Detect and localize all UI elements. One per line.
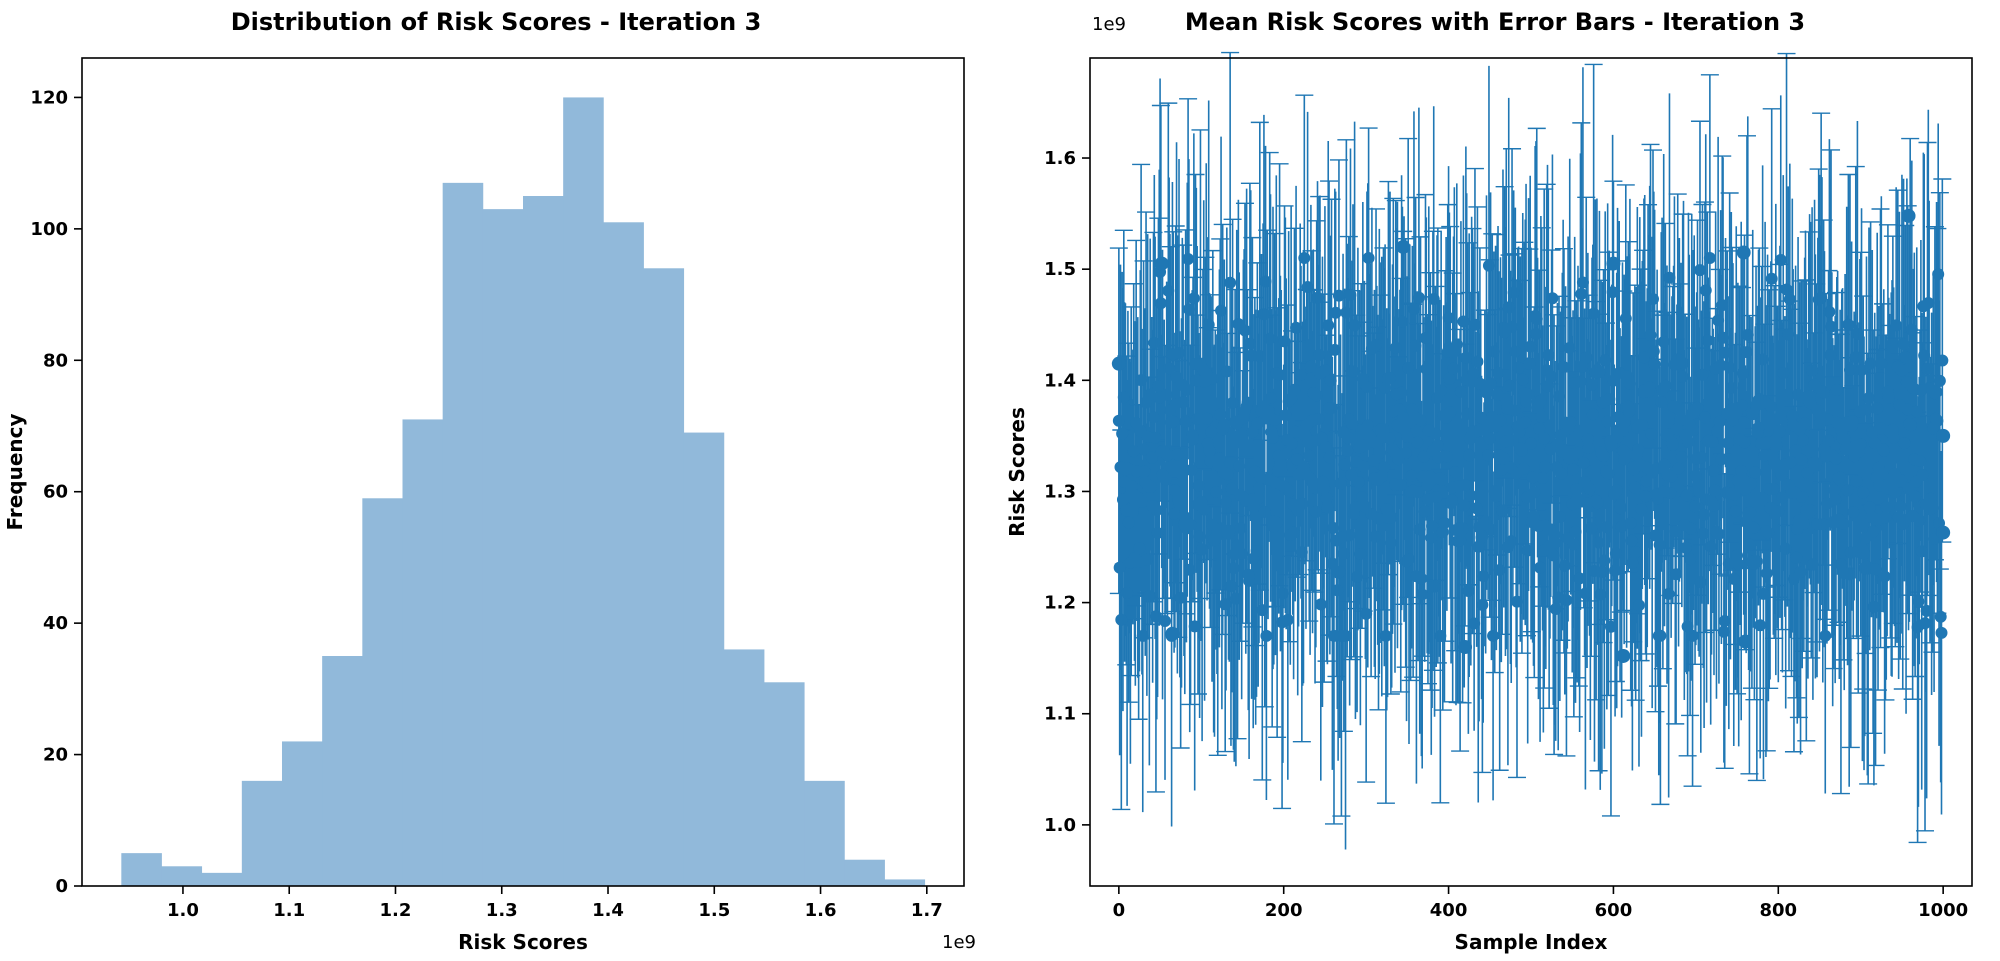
mean-point	[1616, 648, 1631, 663]
histogram-bar	[844, 859, 885, 886]
y-tick-label: 1.4	[1044, 370, 1076, 391]
histogram-title: Distribution of Risk Scores - Iteration …	[231, 8, 762, 36]
x-tick-label: 1.6	[805, 900, 837, 921]
errorbar-plot-area	[1109, 51, 1952, 850]
histogram-bar	[723, 649, 765, 886]
y-tick-label: 20	[43, 745, 68, 766]
x-tick-label: 800	[1760, 900, 1798, 921]
histogram-y-ticks: 0 20 40 60 80 100 120	[30, 87, 82, 897]
errorbar-y-label: Risk Scores	[1005, 407, 1029, 537]
x-tick-label: 1.5	[698, 900, 730, 921]
histogram-bar	[884, 879, 926, 886]
errorbar-y-ticks: 1.0 1.1 1.2 1.3 1.4 1.5 1.6	[1044, 148, 1090, 836]
x-tick-label: 1.4	[592, 900, 624, 921]
y-tick-label: 1.2	[1044, 593, 1076, 614]
histogram-bar	[482, 209, 524, 887]
histogram-bar	[402, 419, 444, 886]
y-tick-label: 1.0	[1044, 815, 1076, 836]
x-tick-label: 0	[1113, 900, 1126, 921]
x-tick-label: 1000	[1918, 900, 1968, 921]
mean-point	[1396, 239, 1411, 254]
x-tick-label: 1.0	[167, 900, 199, 921]
histogram-frame	[81, 57, 965, 887]
errorbar-title: Mean Risk Scores with Error Bars - Itera…	[1185, 8, 1805, 36]
histogram-bar	[764, 682, 805, 886]
y-tick-label: 1.1	[1044, 704, 1076, 725]
mean-point	[1936, 428, 1951, 443]
y-tick-label: 120	[30, 87, 68, 108]
histogram-bar	[322, 656, 363, 886]
x-tick-label: 200	[1265, 900, 1303, 921]
histogram-bar	[563, 97, 604, 886]
x-tick-label: 600	[1595, 900, 1633, 921]
mean-point	[1111, 356, 1126, 371]
histogram-bars	[121, 97, 926, 887]
x-tick-label: 1.3	[486, 900, 518, 921]
x-tick-label: 400	[1430, 900, 1468, 921]
y-tick-label: 0	[55, 876, 68, 897]
mean-point	[1154, 256, 1169, 271]
histogram-x-label: Risk Scores	[458, 930, 588, 954]
histogram-bar	[281, 741, 323, 886]
histogram-bar	[362, 498, 403, 886]
mean-point	[1165, 626, 1180, 641]
mean-point	[1738, 634, 1753, 649]
histogram-bar	[603, 222, 644, 887]
histogram-bar	[201, 872, 243, 886]
mean-markers	[1112, 252, 1949, 642]
y-tick-label: 60	[43, 482, 68, 503]
histogram-bar	[683, 432, 725, 886]
errorbar-x-ticks: 0 200 400 600 800 1000	[1113, 886, 1968, 921]
histogram-panel: Distribution of Risk Scores - Iteration …	[3, 8, 976, 954]
histogram-bar	[121, 853, 162, 886]
histogram-bar	[804, 780, 845, 886]
y-tick-label: 1.5	[1044, 259, 1076, 280]
mean-point	[1736, 245, 1751, 260]
histogram-x-ticks: 1.0 1.1 1.2 1.3 1.4 1.5 1.6 1.7	[167, 886, 943, 921]
histogram-bar	[523, 196, 564, 886]
errorbar-panel: Mean Risk Scores with Error Bars - Itera…	[1005, 8, 1973, 954]
histogram-bar	[161, 866, 203, 886]
mean-point	[1936, 525, 1951, 540]
histogram-x-offset: 1e9	[942, 932, 976, 953]
histogram-bar	[643, 268, 685, 886]
mean-point	[1458, 640, 1473, 655]
error-bar-caps	[1109, 51, 1952, 844]
y-tick-label: 100	[30, 219, 68, 240]
y-tick-label: 40	[43, 613, 68, 634]
mean-point	[1606, 256, 1621, 271]
histogram-bar	[442, 182, 484, 886]
errorbar-y-offset: 1e9	[1092, 14, 1126, 35]
errorbar-frame	[1089, 57, 1973, 887]
y-tick-label: 1.3	[1044, 481, 1076, 502]
x-tick-label: 1.1	[273, 900, 305, 921]
histogram-bar	[241, 780, 283, 886]
mean-point	[1901, 208, 1916, 223]
x-tick-label: 1.7	[911, 900, 943, 921]
x-tick-label: 1.2	[380, 900, 412, 921]
y-tick-label: 80	[43, 350, 68, 371]
histogram-y-label: Frequency	[3, 413, 27, 530]
y-tick-label: 1.6	[1044, 148, 1076, 169]
errorbar-x-label: Sample Index	[1455, 930, 1608, 954]
